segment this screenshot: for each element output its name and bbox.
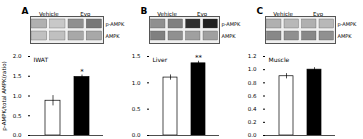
svg-text:Vehicle: Vehicle — [273, 11, 293, 17]
svg-text:0.4: 0.4 — [248, 106, 257, 112]
svg-text:1.0: 1.0 — [13, 93, 22, 99]
svg-text:p-AMPK: p-AMPK — [338, 21, 358, 28]
svg-text:p-AMPK: p-AMPK — [106, 21, 126, 28]
svg-text:0.5: 0.5 — [13, 113, 22, 119]
svg-text:0.0: 0.0 — [13, 132, 22, 138]
svg-text:A: A — [22, 6, 29, 16]
svg-text:1.5: 1.5 — [13, 73, 22, 79]
svg-text:0.5: 0.5 — [132, 106, 141, 112]
svg-text:AMPK: AMPK — [338, 33, 353, 39]
svg-text:Vehicle: Vehicle — [157, 11, 177, 17]
svg-text:B: B — [141, 6, 148, 16]
svg-text:Liver: Liver — [153, 56, 168, 63]
svg-text:C: C — [257, 6, 264, 16]
svg-text:Evo: Evo — [197, 11, 208, 17]
svg-text:1.0: 1.0 — [132, 80, 141, 86]
svg-text:AMPK: AMPK — [106, 33, 121, 39]
svg-text:0.6: 0.6 — [248, 93, 257, 99]
svg-text:IWAT: IWAT — [34, 56, 49, 63]
svg-text:0.0: 0.0 — [248, 132, 257, 138]
svg-text:0.2: 0.2 — [248, 119, 257, 125]
svg-text:0.0: 0.0 — [132, 132, 141, 138]
svg-text:**: ** — [195, 54, 203, 62]
svg-text:p-AMPK: p-AMPK — [222, 21, 242, 28]
svg-text:p-AMPK/total AMPK(ratio): p-AMPK/total AMPK(ratio) — [1, 61, 8, 130]
svg-text:2.0: 2.0 — [13, 53, 22, 59]
svg-text:*: * — [80, 68, 84, 76]
svg-text:1.2: 1.2 — [248, 53, 257, 59]
svg-text:Evo: Evo — [313, 11, 324, 17]
svg-text:Evo: Evo — [80, 11, 91, 17]
svg-text:Muscle: Muscle — [269, 56, 290, 63]
svg-text:Vehicle: Vehicle — [39, 11, 59, 17]
svg-text:AMPK: AMPK — [222, 33, 237, 39]
svg-text:1.5: 1.5 — [132, 53, 141, 59]
svg-text:1.0: 1.0 — [248, 66, 257, 72]
svg-text:0.8: 0.8 — [248, 80, 257, 86]
